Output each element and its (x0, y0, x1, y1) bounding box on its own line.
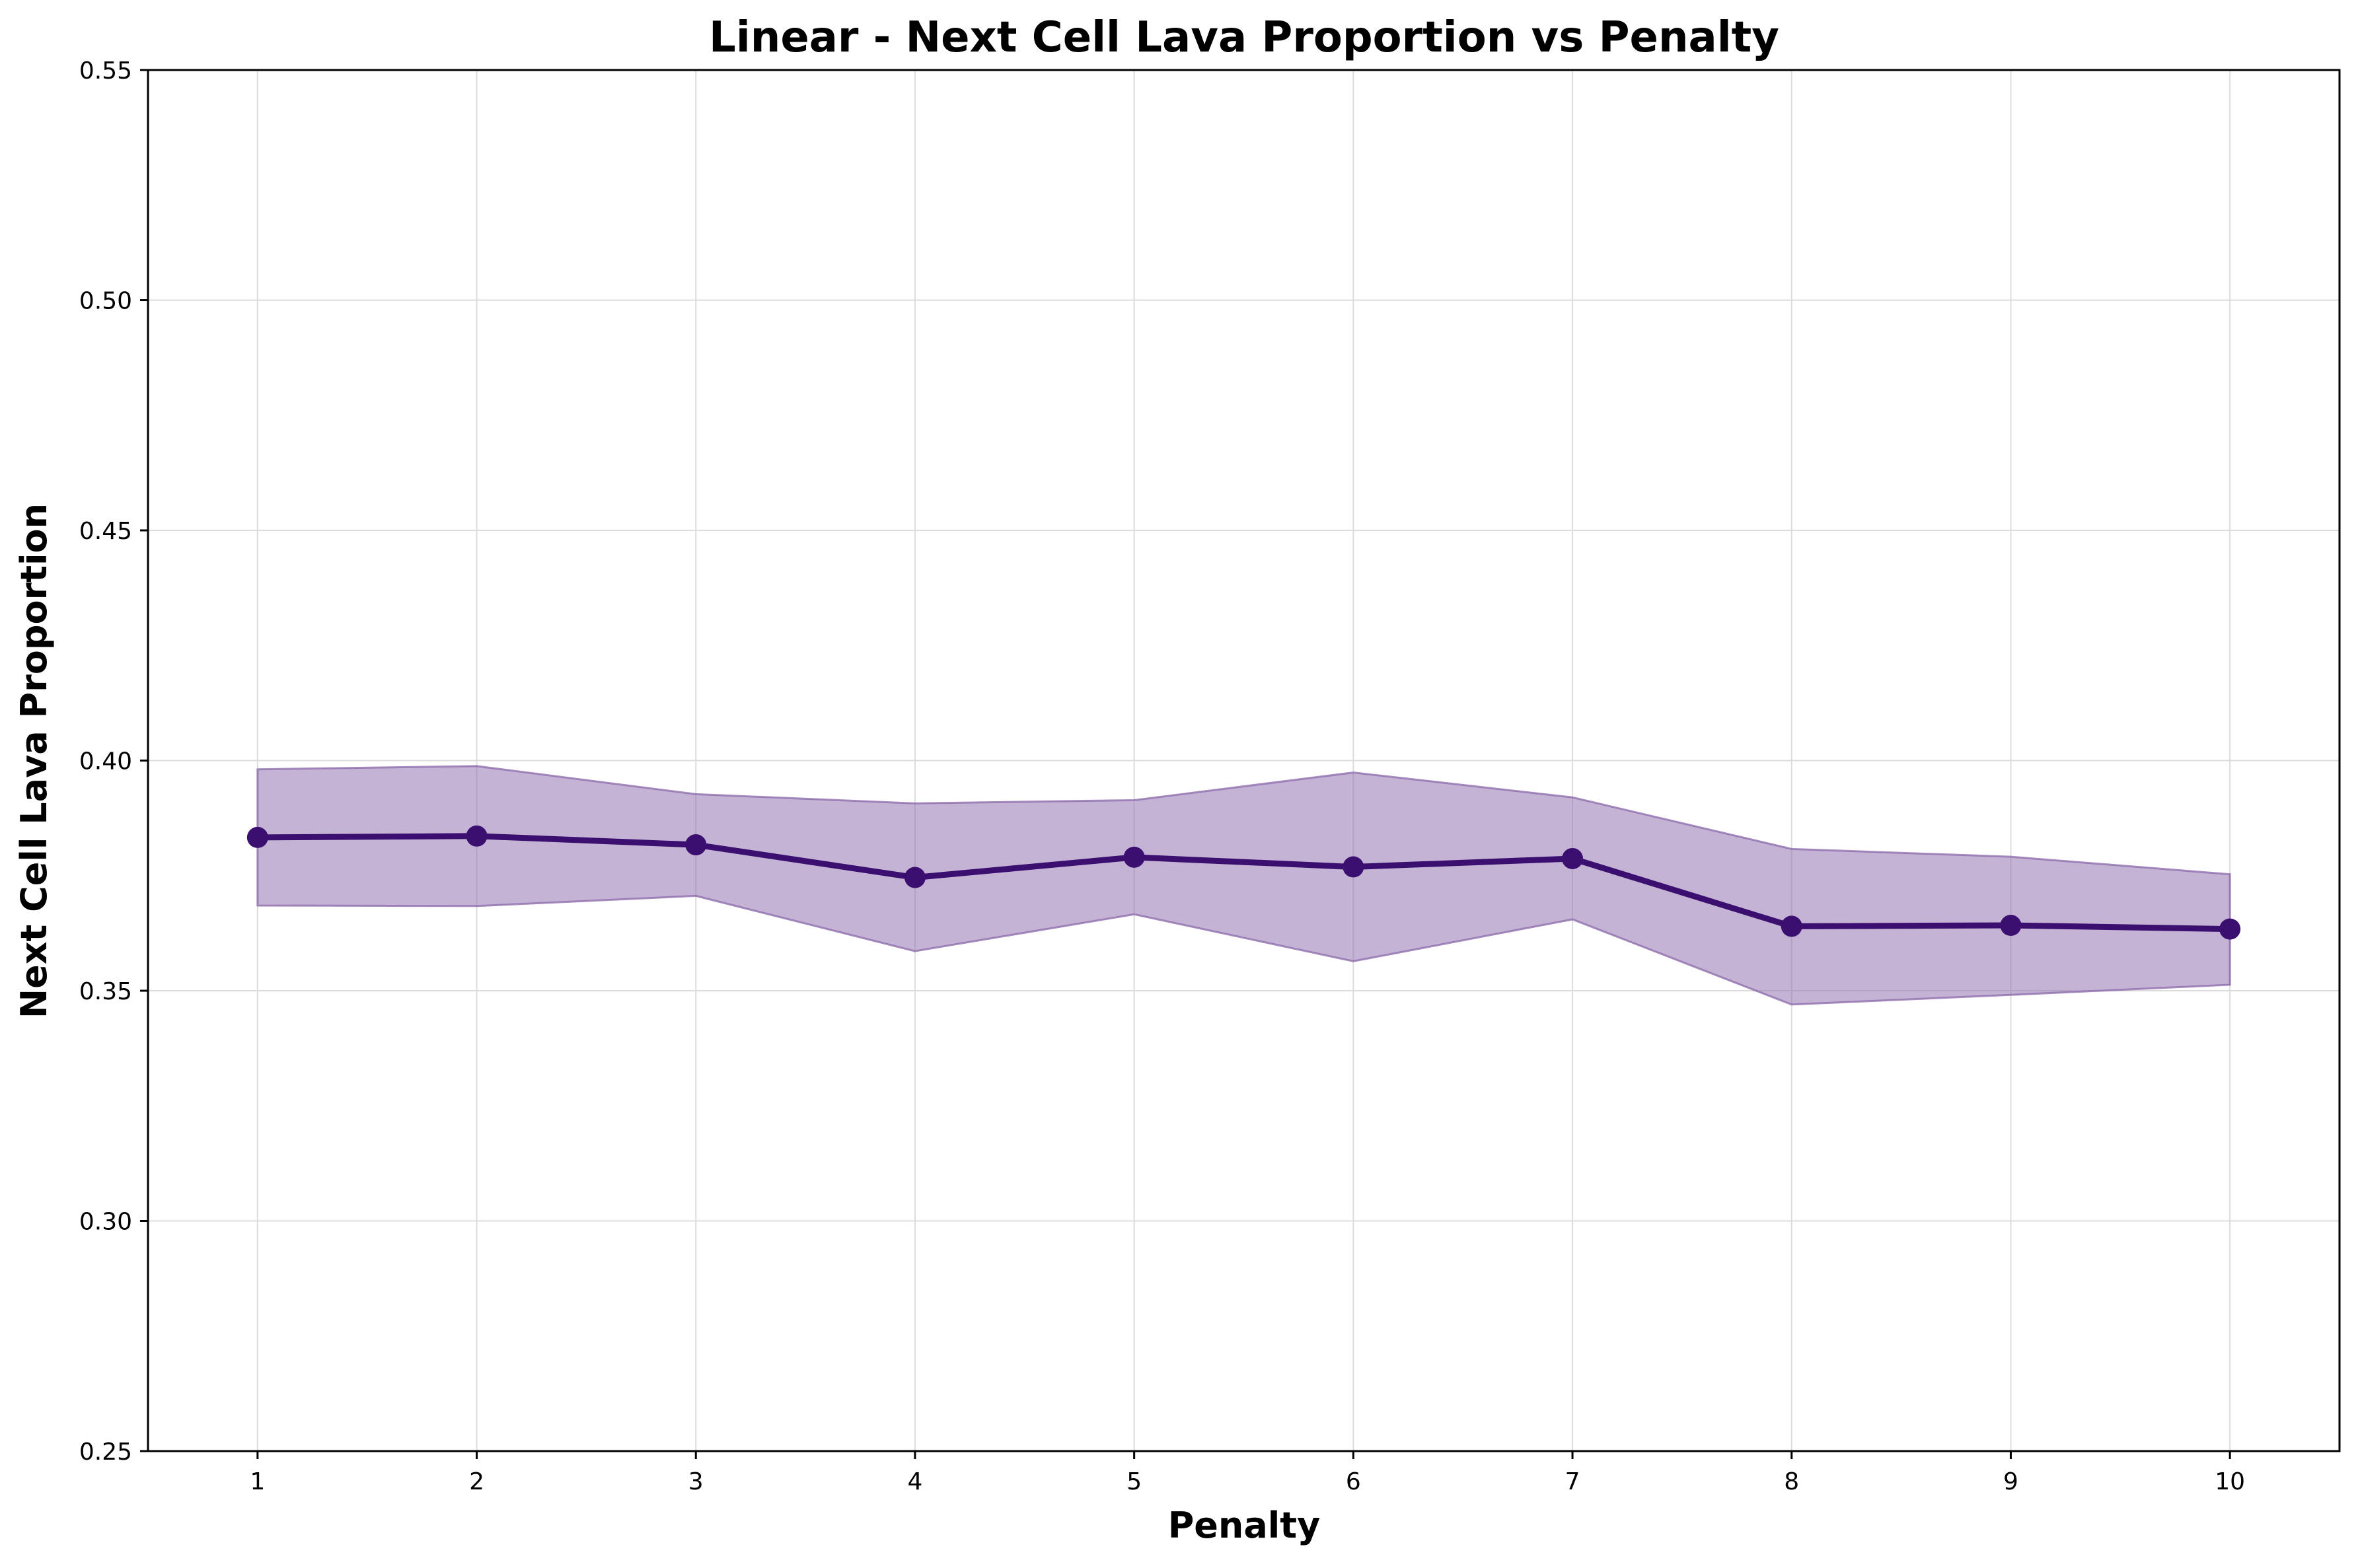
x-tick-label: 8 (1784, 1468, 1799, 1495)
tick-layer: 1 2 3 4 5 6 7 8 9 10 0.25 0.30 0.35 0.40 0.45 0.50 0.55 (79, 57, 2245, 1495)
data-point (1123, 846, 1145, 868)
y-tick-label: 0.35 (79, 978, 132, 1005)
data-point (466, 825, 488, 847)
data-point (2219, 918, 2241, 940)
y-tick-label: 0.55 (79, 57, 132, 85)
y-tick-label: 0.30 (79, 1209, 132, 1236)
confidence-band (256, 765, 2231, 1006)
x-tick-label: 3 (688, 1468, 704, 1495)
y-tick-label: 0.40 (79, 748, 132, 775)
series-marker-layer (246, 825, 2241, 940)
x-axis-label: Penalty (1168, 1505, 1321, 1546)
confidence-band-layer (256, 765, 2231, 1006)
y-tick-label: 0.25 (79, 1439, 132, 1466)
data-point (1343, 856, 1364, 878)
chart-title: Linear - Next Cell Lava Proportion vs Pe… (709, 13, 1779, 62)
x-tick-label: 9 (2003, 1468, 2018, 1495)
x-tick-label: 2 (469, 1468, 484, 1495)
x-tick-label: 7 (1565, 1468, 1580, 1495)
y-axis-label: Next Cell Lava Proportion (13, 503, 55, 1018)
x-tick-label: 4 (907, 1468, 922, 1495)
data-point (246, 826, 268, 848)
x-tick-label: 6 (1346, 1468, 1361, 1495)
x-tick-label: 5 (1126, 1468, 1142, 1495)
data-point (904, 867, 926, 888)
series-line-layer (254, 833, 2233, 933)
data-point (2000, 915, 2022, 937)
y-tick-label: 0.50 (79, 288, 132, 315)
data-point (1562, 847, 1584, 869)
x-tick-label: 1 (250, 1468, 265, 1495)
data-point (1781, 915, 1802, 937)
series-line (254, 833, 2233, 933)
x-tick-label: 10 (2215, 1468, 2245, 1495)
y-tick-label: 0.45 (79, 518, 132, 545)
data-point (685, 834, 707, 856)
